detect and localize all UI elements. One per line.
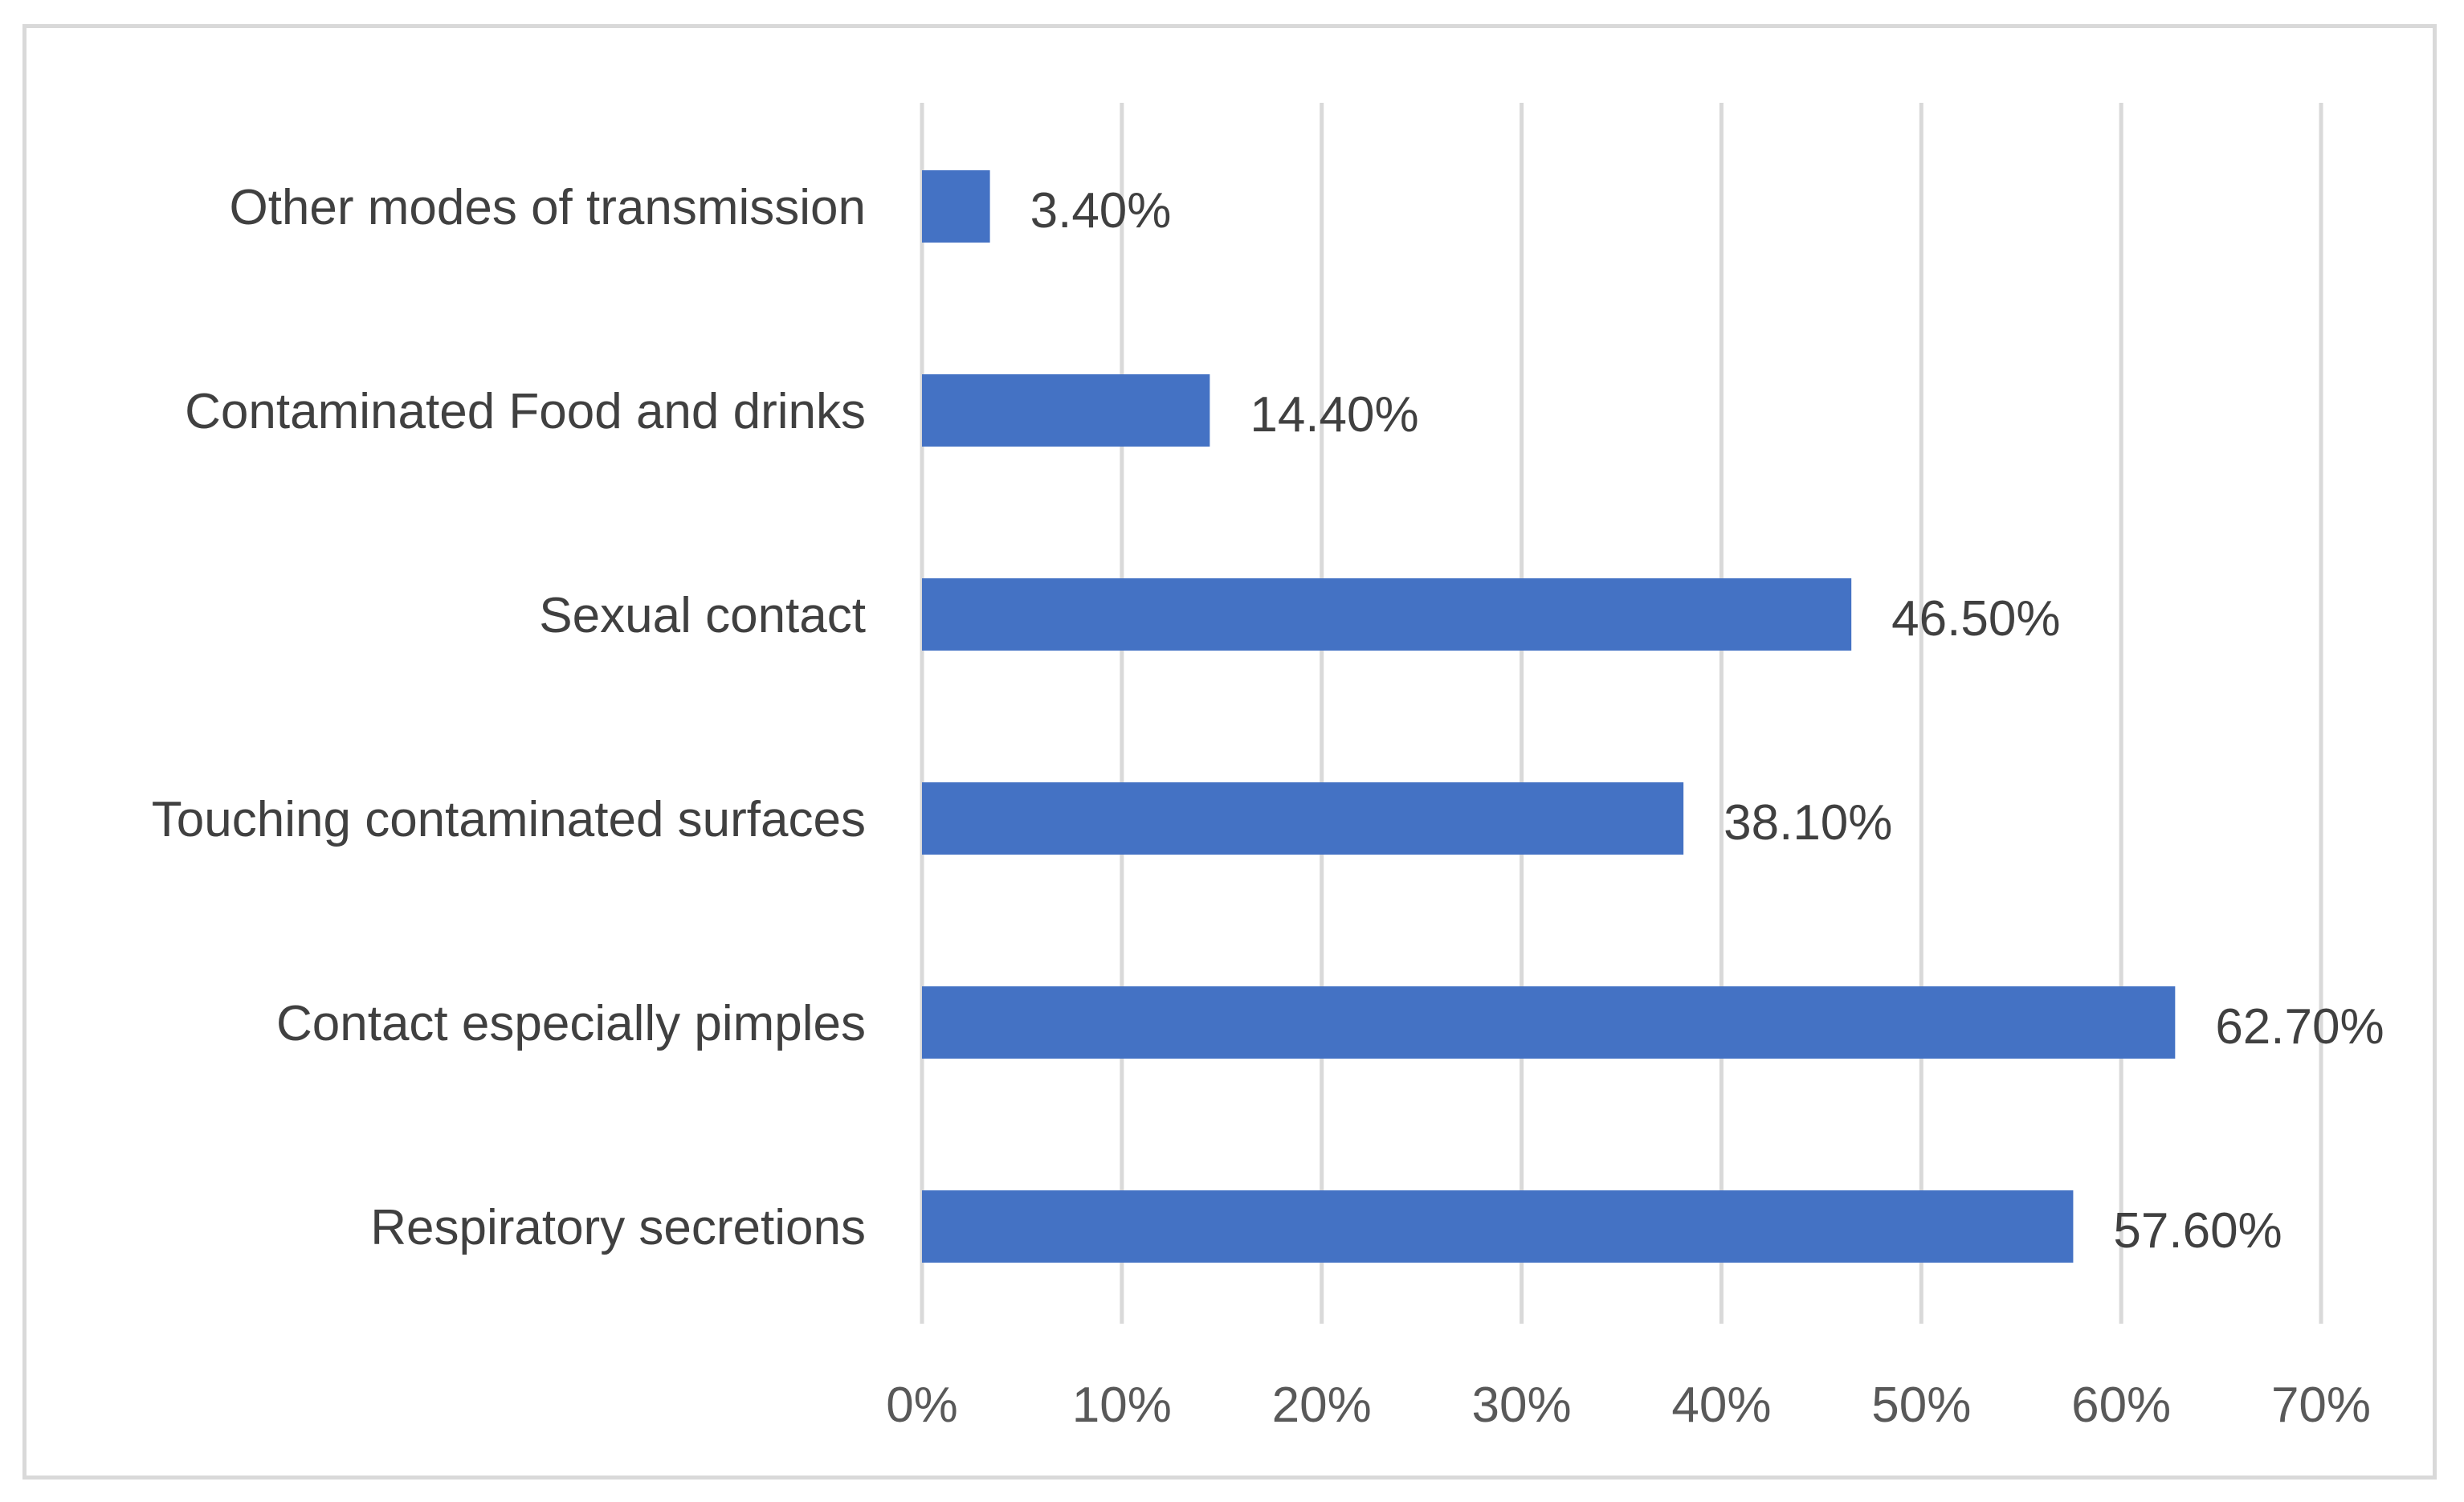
bars [922,170,2176,1263]
category-label-other-modes-of-transmission: Other modes of transmission [229,180,866,235]
x-tick-label-70: 70% [2271,1378,2371,1433]
bar-touching-contaminated-surfaces [922,782,1684,855]
x-tick-label-10: 10% [1072,1378,1172,1433]
category-label-contaminated-food-and-drinks: Contaminated Food and drinks [185,384,866,439]
category-label-sexual-contact: Sexual contact [539,588,866,643]
data-label-respiratory-secretions: 57.60% [2113,1203,2282,1259]
category-label-contact-especially-pimples: Contact especially pimples [276,996,866,1051]
category-labels: Respiratory secretions Contact especially… [152,180,866,1255]
gridlines [920,103,2323,1324]
data-labels: 57.60% 62.70% 38.10% 46.50% 14.40% 3.40% [1030,183,2384,1259]
bar-contact-especially-pimples [922,986,2176,1059]
data-label-contaminated-food-and-drinks: 14.40% [1250,387,1418,443]
x-tick-label-60: 60% [2071,1378,2171,1433]
bar-other-modes-of-transmission [922,170,990,243]
x-tick-label-20: 20% [1272,1378,1372,1433]
category-label-touching-contaminated-surfaces: Touching contaminated surfaces [152,792,866,847]
x-tick-label-40: 40% [1671,1378,1771,1433]
data-label-touching-contaminated-surfaces: 38.10% [1724,795,1892,851]
x-tick-label-0: 0% [886,1378,958,1433]
category-label-respiratory-secretions: Respiratory secretions [370,1200,866,1255]
data-label-contact-especially-pimples: 62.70% [2215,999,2384,1055]
bar-respiratory-secretions [922,1190,2074,1263]
x-axis-tick-labels: 0% 10% 20% 30% 40% 50% 60% 70% [886,1378,2371,1433]
bar-contaminated-food-and-drinks [922,374,1210,447]
bar-sexual-contact [922,578,1852,651]
x-tick-label-50: 50% [1871,1378,1971,1433]
data-label-other-modes-of-transmission: 3.40% [1030,183,1172,239]
data-label-sexual-contact: 46.50% [1891,591,2060,647]
x-tick-label-30: 30% [1472,1378,1572,1433]
